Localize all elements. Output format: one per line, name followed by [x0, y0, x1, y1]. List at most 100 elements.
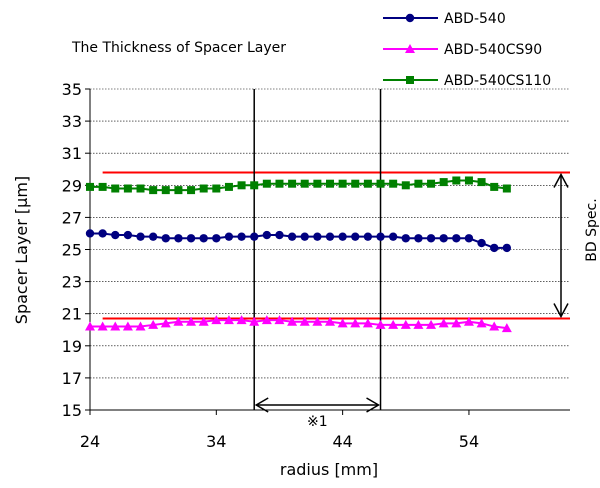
series-group — [85, 176, 512, 333]
y-tick-label-19: 19 — [62, 337, 82, 356]
data-point-ABD-540-43 — [325, 232, 335, 241]
data-point-ABD-540CS110-51 — [427, 179, 436, 188]
chart-title: The Thickness of Spacer Layer — [71, 40, 286, 56]
data-point-ABD-540CS90-53 — [451, 318, 462, 328]
data-point-ABD-540-50 — [414, 234, 423, 243]
data-point-ABD-540CS90-24 — [85, 321, 95, 331]
series-ABD-540 — [85, 229, 512, 253]
y-tick-label-31: 31 — [62, 144, 82, 163]
data-point-ABD-540CS90-34 — [211, 315, 222, 325]
x-axis-label: radius [mm] — [280, 460, 378, 479]
data-point-ABD-540CS90-42 — [312, 316, 323, 326]
data-point-ABD-540CS110-33 — [199, 184, 208, 193]
data-point-ABD-540CS90-37 — [249, 316, 260, 326]
data-point-ABD-540-52 — [439, 234, 448, 243]
grid — [90, 88, 570, 379]
y-tick-labels: 15 17 19 21 23 25 27 29 31 33 35 — [62, 80, 90, 420]
data-point-ABD-540CS110-31 — [174, 186, 183, 195]
data-point-ABD-540-29 — [148, 232, 158, 241]
data-point-ABD-540CS110-39 — [275, 179, 284, 188]
data-point-ABD-540-44 — [338, 232, 347, 241]
x-tick-label-24: 24 — [80, 432, 100, 451]
data-point-ABD-540CS110-40 — [288, 179, 297, 188]
legend-label-ABD-540: ABD-540 — [444, 11, 506, 27]
data-point-ABD-540CS90-48 — [388, 319, 399, 329]
data-point-ABD-540CS110-28 — [136, 184, 145, 193]
data-point-ABD-540CS110-27 — [123, 184, 132, 193]
data-point-ABD-540CS110-36 — [237, 181, 246, 190]
data-point-ABD-540-45 — [351, 232, 360, 241]
data-point-ABD-540CS110-24 — [86, 182, 94, 191]
data-point-ABD-540-27 — [123, 230, 133, 240]
data-point-ABD-540CS90-38 — [261, 315, 272, 325]
data-point-ABD-540CS110-53 — [452, 176, 461, 185]
data-point-ABD-540-34 — [212, 234, 221, 243]
data-point-ABD-540CS90-27 — [122, 321, 133, 331]
data-point-ABD-540CS90-32 — [186, 316, 197, 326]
data-point-ABD-540-32 — [186, 234, 196, 243]
data-point-ABD-540-46 — [363, 232, 373, 241]
data-point-ABD-540CS110-44 — [338, 179, 347, 188]
data-point-ABD-540CS110-56 — [490, 182, 499, 191]
data-point-ABD-540-48 — [388, 232, 398, 241]
x-tick-label-54: 54 — [459, 432, 479, 451]
data-point-ABD-540CS90-56 — [489, 321, 500, 331]
series-ABD-540CS90 — [85, 315, 512, 333]
data-point-ABD-540CS110-41 — [300, 179, 309, 188]
data-point-ABD-540CS110-35 — [224, 182, 233, 191]
data-point-ABD-540CS110-38 — [262, 179, 271, 188]
data-point-ABD-540-38 — [262, 230, 272, 240]
legend-marker-ABD-540CS90 — [405, 44, 415, 53]
data-point-ABD-540-25 — [98, 229, 107, 238]
data-point-ABD-540CS110-26 — [111, 184, 120, 193]
data-point-ABD-540CS110-54 — [464, 176, 473, 185]
data-point-ABD-540-53 — [452, 234, 461, 243]
data-point-ABD-540CS110-55 — [477, 178, 486, 187]
data-point-ABD-540CS90-28 — [135, 321, 146, 331]
data-point-ABD-540CS110-42 — [313, 179, 322, 188]
y-tick-label-17: 17 — [62, 369, 82, 388]
data-point-ABD-540CS90-33 — [198, 316, 209, 326]
data-point-ABD-540CS90-47 — [375, 319, 386, 329]
y-axis-label: Spacer Layer [μm] — [12, 176, 31, 324]
data-point-ABD-540CS90-25 — [97, 321, 108, 331]
data-point-ABD-540CS90-46 — [362, 318, 373, 328]
data-point-ABD-540CS110-45 — [351, 179, 360, 188]
data-point-ABD-540CS90-52 — [438, 318, 449, 328]
spec-arrow-head-bottom — [553, 303, 569, 319]
data-point-ABD-540CS90-49 — [400, 319, 411, 329]
data-point-ABD-540CS110-49 — [401, 181, 410, 190]
data-point-ABD-540-35 — [224, 232, 234, 241]
data-point-ABD-540CS90-54 — [463, 316, 474, 326]
data-point-ABD-540CS110-37 — [250, 181, 259, 190]
legend-label-ABD-540CS110: ABD-540CS110 — [444, 73, 551, 89]
series-line-ABD-540 — [90, 232, 507, 249]
data-point-ABD-540CS110-32 — [187, 186, 196, 195]
y-tick-label-21: 21 — [62, 305, 82, 324]
data-point-ABD-540CS90-29 — [148, 319, 159, 329]
data-point-ABD-540-37 — [250, 232, 259, 241]
data-point-ABD-540-30 — [161, 234, 170, 243]
data-point-ABD-540-54 — [464, 234, 474, 243]
data-point-ABD-540CS110-30 — [161, 186, 170, 195]
x-tick-label-34: 34 — [206, 432, 226, 451]
data-point-ABD-540-40 — [287, 232, 297, 241]
data-point-ABD-540CS90-44 — [337, 318, 348, 328]
x-tick-labels: 24 34 44 54 — [80, 410, 479, 451]
data-point-ABD-540-57 — [502, 243, 512, 253]
data-point-ABD-540CS90-51 — [426, 319, 437, 329]
data-point-ABD-540CS90-40 — [287, 316, 298, 326]
data-point-ABD-540-42 — [313, 232, 322, 241]
spec-arrow-head-top — [553, 172, 569, 188]
data-point-ABD-540-49 — [401, 234, 410, 243]
range-arrow-head-left — [254, 397, 269, 413]
data-point-ABD-540CS110-57 — [502, 184, 511, 193]
data-point-ABD-540-24 — [85, 229, 95, 238]
annotations: ※1 — [254, 172, 569, 430]
spec-reference-lines — [102, 171, 570, 320]
y-tick-label-23: 23 — [62, 273, 82, 292]
y-tick-label-27: 27 — [62, 208, 82, 227]
data-point-ABD-540CS110-46 — [363, 179, 372, 188]
range-marker-label: ※1 — [307, 414, 328, 430]
